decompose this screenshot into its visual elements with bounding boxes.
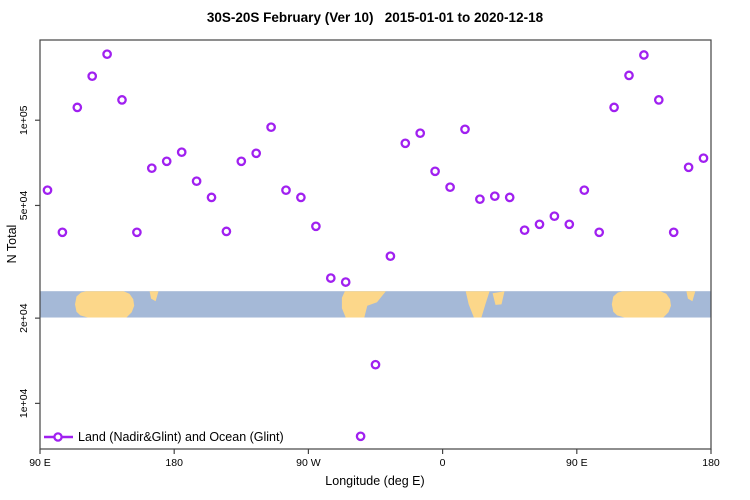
x-tick-label: 90 E <box>566 457 588 469</box>
x-tick-label: 0 <box>440 457 446 469</box>
data-point <box>132 227 142 238</box>
y-tick-label: 5e+04 <box>18 191 30 221</box>
data-point <box>683 162 694 173</box>
data-point <box>161 156 172 167</box>
data-point <box>475 194 485 205</box>
data-point <box>57 227 68 238</box>
data-point <box>534 219 545 230</box>
map-band-land-new-caledonia <box>149 291 159 302</box>
data-point <box>549 211 560 222</box>
data-point <box>72 102 83 113</box>
map-band-land-new-caledonia-wrap <box>686 291 696 302</box>
data-point <box>445 182 455 193</box>
data-point <box>564 219 575 230</box>
data-point <box>176 147 187 158</box>
data-point <box>251 148 262 159</box>
map-band-land-australia <box>75 291 135 318</box>
data-point <box>698 153 709 164</box>
data-point <box>117 95 127 105</box>
data-point <box>594 227 605 238</box>
data-point <box>266 122 276 133</box>
data-point <box>519 225 530 236</box>
data-point <box>221 226 232 237</box>
data-point <box>87 71 98 82</box>
legend-open-circle-icon <box>53 432 63 442</box>
data-point <box>460 124 470 135</box>
data-point <box>400 138 411 149</box>
map-band-land-south-america <box>341 291 386 318</box>
data-point <box>609 102 619 113</box>
map-band-land-australia-wrap <box>611 291 671 318</box>
data-point <box>370 359 381 370</box>
data-point <box>355 431 366 442</box>
x-tick-label: 90 W <box>296 457 321 469</box>
y-tick-label: 1e+04 <box>18 388 30 418</box>
x-axis-title: Longitude (deg E) <box>325 474 425 488</box>
data-point <box>102 49 112 60</box>
chart-title: 30S-20S February (Ver 10) 2015-01-01 to … <box>206 10 544 25</box>
data-point <box>311 221 321 232</box>
data-point <box>340 277 351 287</box>
data-point <box>191 176 202 187</box>
data-point <box>296 192 306 203</box>
data-point <box>504 192 515 203</box>
data-point <box>579 185 590 196</box>
y-axis-title: N Total <box>5 224 19 264</box>
data-point <box>42 185 53 196</box>
legend-label: Land (Nadir&Glint) and Ocean (Glint) <box>78 430 284 444</box>
x-tick-label: 90 E <box>29 457 51 469</box>
map-band-land-madagascar <box>492 291 505 305</box>
data-point <box>325 273 336 283</box>
data-point <box>415 128 426 139</box>
map-band-land-africa <box>465 291 490 318</box>
data-point <box>639 50 649 60</box>
data-point <box>146 163 157 174</box>
data-point <box>430 166 440 177</box>
data-point <box>236 156 247 167</box>
data-point <box>653 95 664 105</box>
data-point <box>385 251 396 262</box>
data-point <box>489 191 500 202</box>
y-tick-label: 2e+04 <box>18 303 30 333</box>
x-tick-label: 180 <box>702 457 720 469</box>
data-point <box>624 70 634 81</box>
legend-marker <box>44 432 73 442</box>
data-point <box>668 227 679 238</box>
data-point <box>281 185 291 196</box>
plot-border <box>39 39 712 450</box>
x-tick-label: 180 <box>165 457 183 469</box>
data-point <box>206 192 217 203</box>
y-tick-label: 1e+05 <box>18 105 30 135</box>
